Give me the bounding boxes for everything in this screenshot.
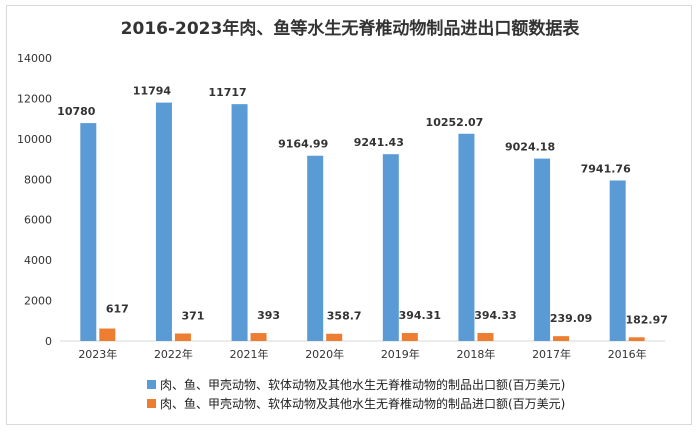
x-tick-label: 2021年 — [230, 347, 269, 361]
x-tick-label: 2016年 — [608, 347, 647, 361]
chart-title: 2016-2023年肉、鱼等水生无脊椎动物制品进出口额数据表 — [120, 19, 580, 39]
import-bar — [553, 336, 570, 341]
y-tick-label: 10000 — [17, 133, 52, 146]
import-bar — [628, 337, 645, 341]
import-bar — [99, 328, 116, 341]
x-tick-label: 2018年 — [456, 347, 495, 361]
y-tick-label: 4000 — [24, 254, 52, 267]
export-bar — [458, 133, 475, 341]
export-bar — [534, 158, 551, 341]
import-data-label: 617 — [106, 303, 129, 316]
x-tick-label: 2023年 — [78, 347, 117, 361]
legend-swatch-export — [147, 380, 156, 389]
chart-frame — [6, 5, 692, 425]
export-data-label: 9241.43 — [354, 136, 404, 149]
export-data-label: 7941.76 — [581, 162, 631, 175]
legend-swatch-import — [147, 399, 156, 408]
y-tick-label: 6000 — [24, 214, 52, 227]
import-bar — [477, 333, 494, 341]
legend-item-import: 肉、鱼、甲壳动物、软体动物及其他水生无脊椎动物的制品进口额(百万美元) — [147, 395, 565, 412]
y-tick-label: 14000 — [17, 52, 52, 65]
export-data-label: 9024.18 — [505, 141, 555, 154]
import-data-label: 393 — [257, 309, 280, 322]
export-bar — [80, 123, 97, 341]
import-bar — [326, 333, 343, 341]
legend-label-import: 肉、鱼、甲壳动物、软体动物及其他水生无脊椎动物的制品进口额(百万美元) — [160, 397, 566, 411]
export-data-label: 10252.07 — [426, 116, 484, 129]
x-tick-label: 2020年 — [305, 347, 344, 361]
x-tick-label: 2019年 — [381, 347, 420, 361]
import-data-label: 371 — [181, 310, 204, 323]
import-bar — [401, 333, 418, 341]
y-tick-label: 12000 — [17, 92, 52, 105]
import-data-label: 394.33 — [474, 309, 516, 322]
export-data-label: 11717 — [208, 86, 246, 99]
import-bar — [250, 333, 267, 341]
y-tick-label: 0 — [45, 335, 52, 348]
export-bar — [155, 102, 172, 341]
export-bar — [382, 154, 399, 341]
import-data-label: 358.7 — [327, 310, 362, 323]
legend-item-export: 肉、鱼、甲壳动物、软体动物及其他水生无脊椎动物的制品出口额(百万美元) — [147, 376, 565, 393]
import-data-label: 239.09 — [550, 312, 592, 325]
legend-label-export: 肉、鱼、甲壳动物、软体动物及其他水生无脊椎动物的制品出口额(百万美元) — [160, 378, 566, 392]
y-tick-label: 8000 — [24, 173, 52, 186]
import-bar — [174, 333, 191, 341]
y-tick-label: 2000 — [24, 295, 52, 308]
export-bar — [609, 180, 626, 341]
import-data-label: 182.97 — [625, 313, 667, 326]
export-data-label: 10780 — [57, 105, 96, 118]
export-bar — [307, 155, 324, 341]
x-tick-label: 2017年 — [532, 347, 571, 361]
export-data-label: 9164.99 — [278, 138, 328, 151]
x-tick-label: 2022年 — [154, 347, 193, 361]
import-data-label: 394.31 — [399, 309, 441, 322]
export-data-label: 11794 — [133, 85, 172, 98]
export-bar — [231, 104, 248, 341]
